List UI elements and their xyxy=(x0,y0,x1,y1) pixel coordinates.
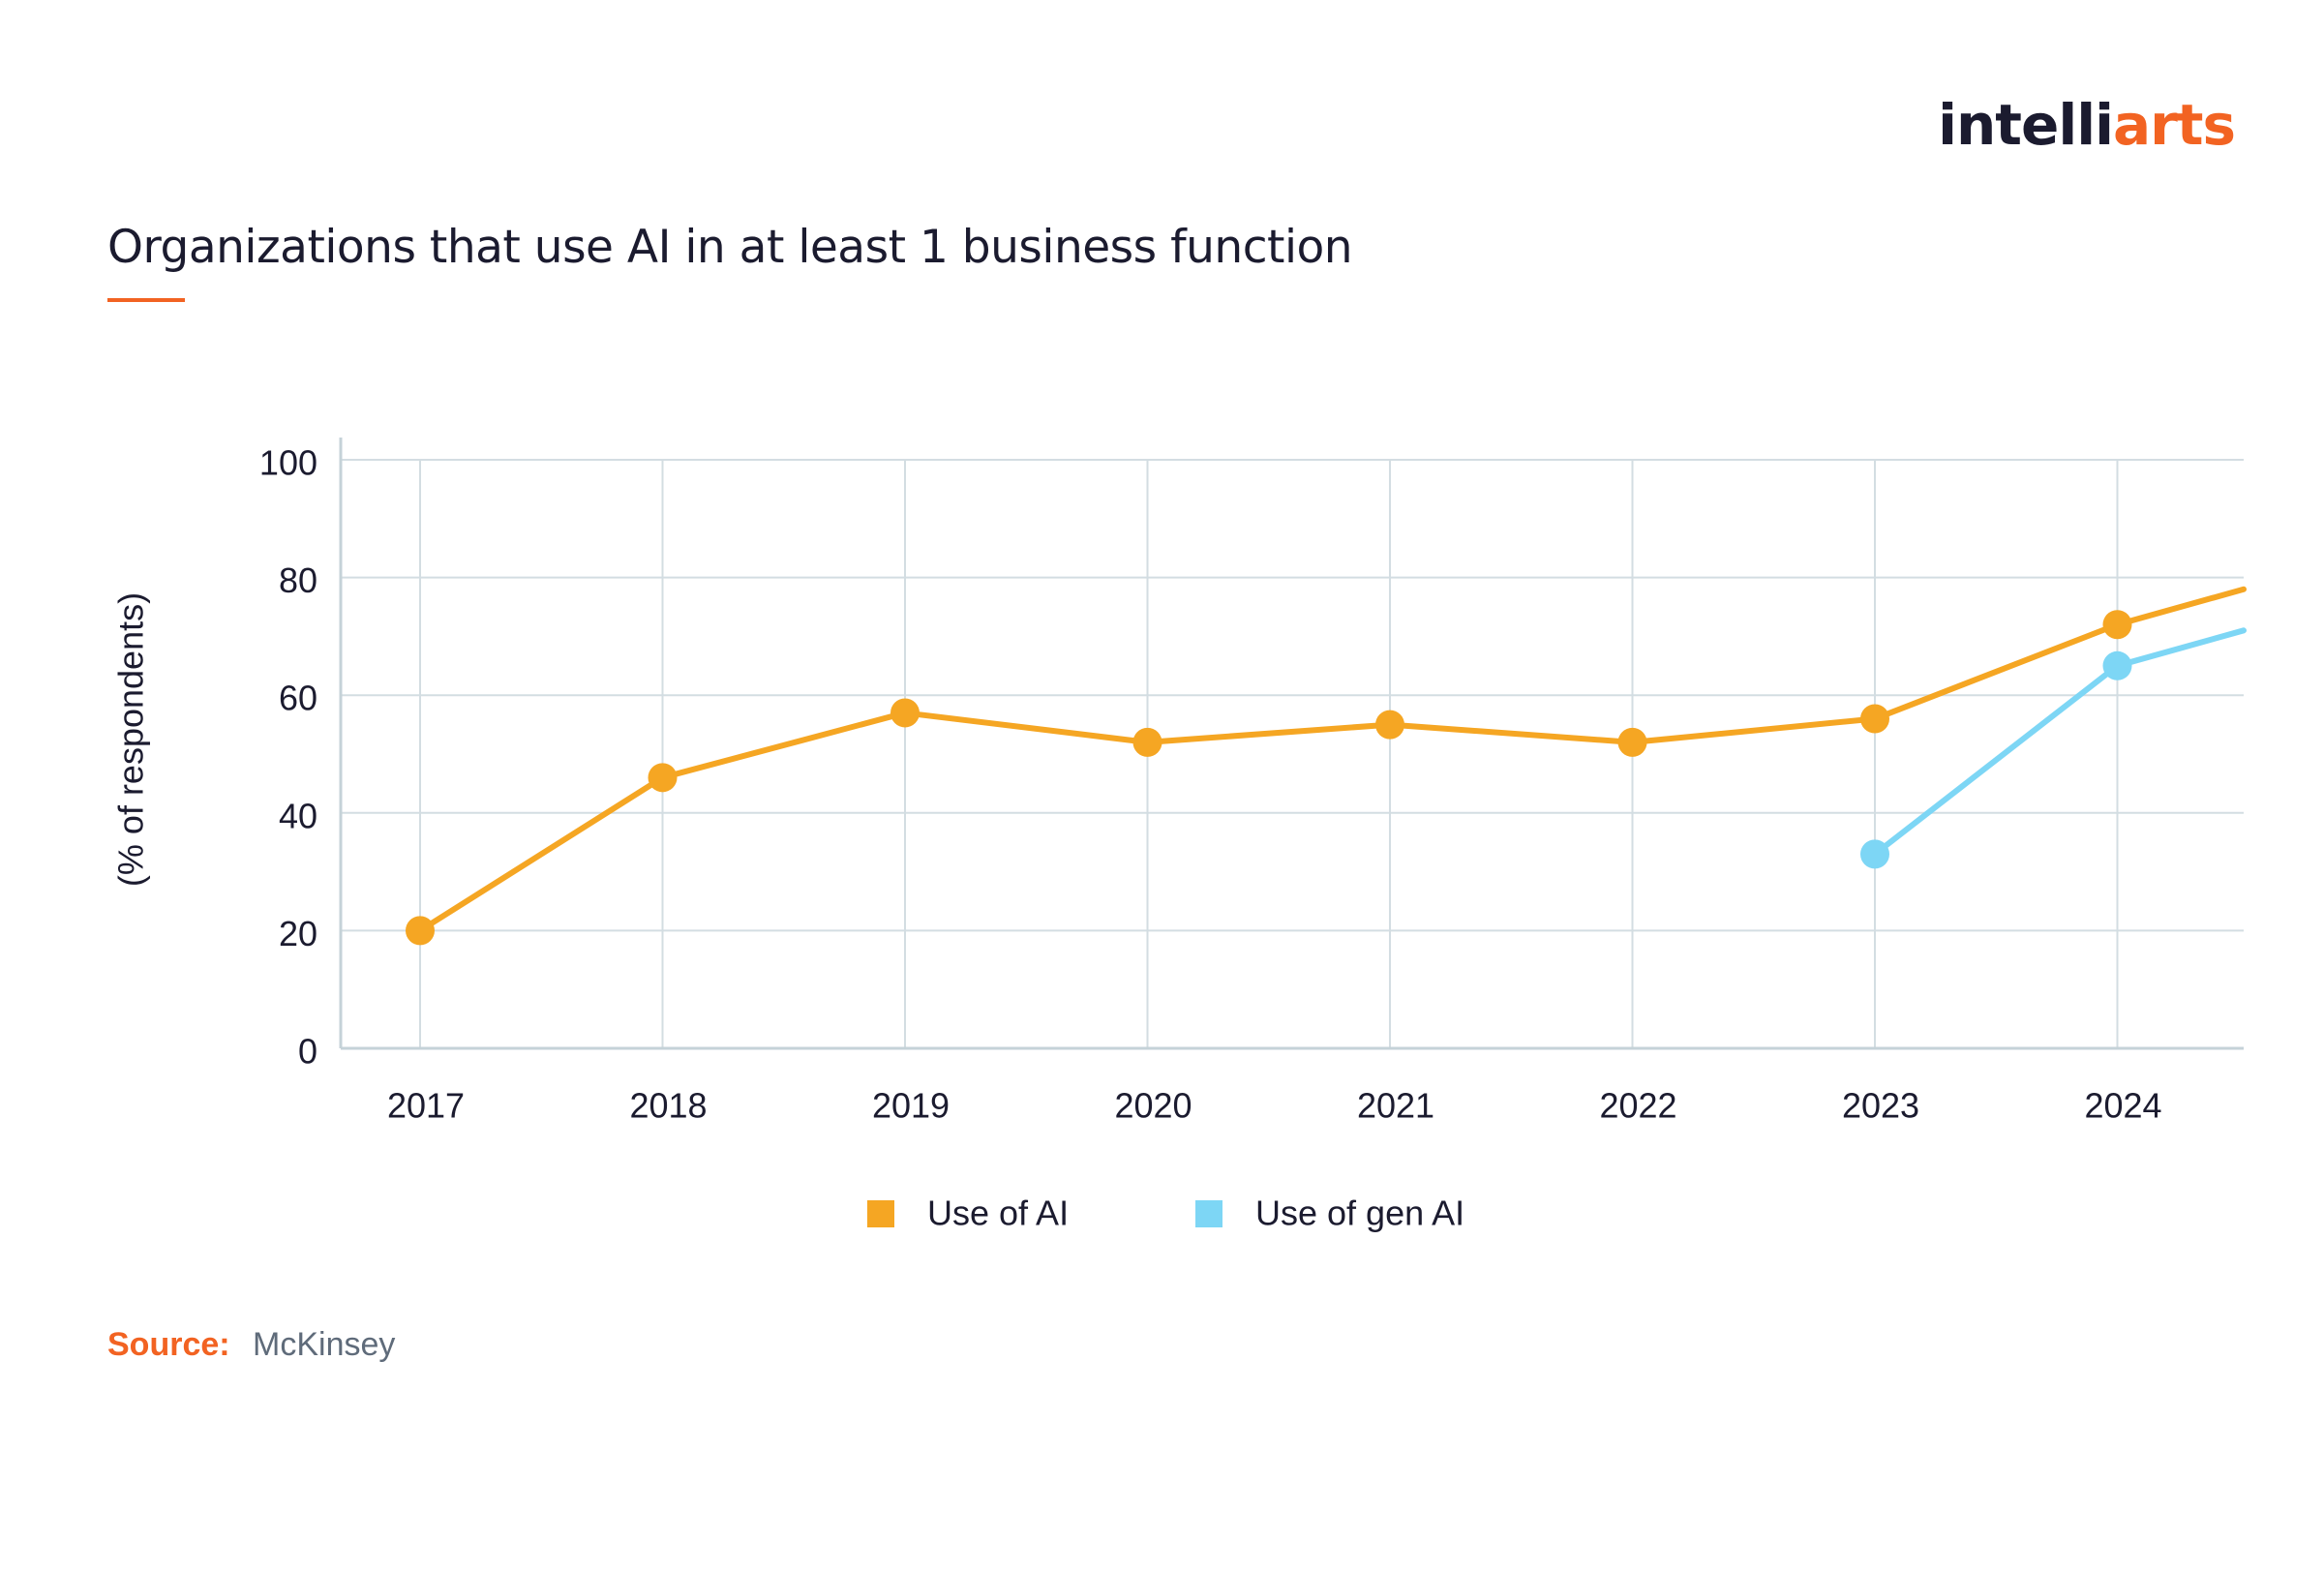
data-point-series-1-2018 xyxy=(648,763,678,793)
data-point-series-1-2023 xyxy=(1860,704,1889,734)
y-tick-label: 40 xyxy=(279,796,317,835)
y-tick-label: 80 xyxy=(279,560,317,600)
axis-layer: 0 20 40 60 80 100 2017 2018 2019 2020 2021 2022 2023… xyxy=(111,438,2244,1126)
y-tick-label: 100 xyxy=(259,443,317,483)
chart-title: Organizations that use AI in at least 1 … xyxy=(107,221,1353,274)
series-line-2 xyxy=(1872,627,2247,858)
legend-label-1: Use of AI xyxy=(927,1194,1069,1233)
legend-swatch-2 xyxy=(1195,1200,1222,1227)
x-tick-label: 2024 xyxy=(2084,1086,2161,1126)
title-underline xyxy=(107,298,185,302)
data-point-series-1-2017 xyxy=(406,916,435,946)
legend-label-2: Use of gen AI xyxy=(1255,1194,1464,1233)
data-point-series-1-2020 xyxy=(1132,727,1162,757)
logo-text-orange: arts xyxy=(2113,92,2236,158)
grid-layer xyxy=(341,459,2244,1048)
data-point-series-1-2024 xyxy=(2102,610,2132,640)
logo-text-dark: intelli xyxy=(1938,92,2114,158)
x-tick-label: 2023 xyxy=(1842,1086,1919,1126)
x-tick-label: 2018 xyxy=(629,1086,707,1126)
source-note: Source: McKinsey xyxy=(107,1326,395,1364)
y-tick-label: 20 xyxy=(279,914,317,953)
data-point-series-2-2024 xyxy=(2102,650,2132,680)
x-tick-label: 2020 xyxy=(1114,1086,1192,1126)
data-point-series-1-2021 xyxy=(1375,710,1404,740)
y-tick-label: 0 xyxy=(298,1032,317,1072)
x-tick-label: 2021 xyxy=(1357,1086,1434,1126)
x-tick-label: 2019 xyxy=(872,1086,950,1126)
x-tick-label: 2022 xyxy=(1599,1086,1676,1126)
source-label: Source: xyxy=(107,1326,230,1363)
legend-swatch-1 xyxy=(867,1200,894,1227)
legend-layer: Use of AI Use of gen AI xyxy=(867,1194,1464,1233)
data-point-series-1-2022 xyxy=(1617,727,1647,757)
data-point-series-2-2023 xyxy=(1860,839,1889,869)
intelliarts-logo: intelliarts xyxy=(1938,97,2236,153)
data-point-series-1-2019 xyxy=(890,698,920,728)
x-tick-label: 2017 xyxy=(387,1086,465,1126)
y-axis-label: (% of respondents) xyxy=(111,592,151,887)
series-layer xyxy=(406,586,2247,946)
y-tick-label: 60 xyxy=(279,679,317,718)
source-value: McKinsey xyxy=(253,1326,396,1363)
series-line-1 xyxy=(417,586,2247,934)
